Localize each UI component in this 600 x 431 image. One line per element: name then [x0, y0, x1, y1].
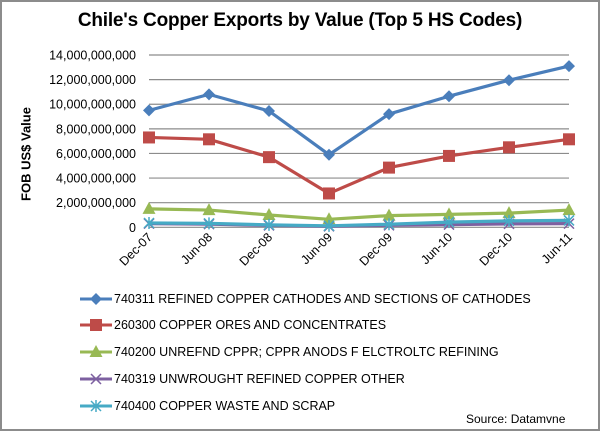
y-tick-label: 8,000,000,000 — [56, 122, 136, 136]
x-axis-tick-labels: Dec-07 Jun-08 Dec-08 Jun-09 Dec-09 Jun-10 Dec-… — [117, 230, 575, 268]
legend-label: 740400 COPPER WASTE AND SCRAP — [114, 399, 336, 413]
x-tick-label: Jun-08 — [178, 230, 215, 267]
x-tick-label: Jun-11 — [539, 230, 575, 266]
series-line-0 — [143, 60, 575, 161]
y-axis-title: FOB US$ Value — [18, 107, 34, 201]
y-axis-title-container: FOB US$ Value — [14, 104, 38, 204]
series-line-4 — [143, 214, 575, 232]
x-tick-label: Dec-10 — [477, 230, 515, 268]
x-marker-icon — [80, 373, 112, 385]
diamond-marker-icon — [80, 293, 112, 305]
legend-item-740200: 740200 UNREFND CPPR; CPPR ANODS F ELCTRO… — [80, 342, 499, 362]
legend-item-740311: 740311 REFINED COPPER CATHODES AND SECTI… — [80, 289, 531, 309]
y-tick-label: 0 — [129, 221, 136, 235]
legend-label: 740319 UNWROUGHT REFINED COPPER OTHER — [114, 372, 405, 386]
triangle-marker-icon — [80, 345, 112, 357]
x-tick-label: Dec-08 — [237, 230, 275, 268]
legend-label: 260300 COPPER ORES AND CONCENTRATES — [114, 318, 387, 332]
y-axis-tick-labels: 0 2,000,000,000 4,000,000,000 6,000,000,000… — [49, 49, 136, 235]
legend-label: 740200 UNREFND CPPR; CPPR ANODS F ELCTRO… — [114, 345, 499, 359]
chart-title: Chile's Copper Exports by Value (Top 5 H… — [77, 10, 523, 31]
legend-item-740319: 740319 UNWROUGHT REFINED COPPER OTHER — [80, 369, 405, 389]
y-tick-label: 12,000,000,000 — [49, 73, 136, 87]
legend-item-260300: 260300 COPPER ORES AND CONCENTRATES — [80, 315, 386, 335]
series-line-2 — [142, 201, 576, 225]
star-marker-icon — [80, 400, 112, 412]
y-tick-label: 4,000,000,000 — [56, 172, 136, 186]
x-tick-label: Jun-10 — [418, 230, 455, 267]
legend-item-740400: 740400 COPPER WASTE AND SCRAP — [80, 396, 335, 416]
y-tick-label: 10,000,000,000 — [49, 98, 136, 112]
data-series — [142, 60, 576, 232]
x-tick-label: Dec-09 — [357, 230, 395, 268]
y-tick-label: 6,000,000,000 — [56, 147, 136, 161]
series-line-1 — [143, 131, 575, 200]
y-tick-label: 14,000,000,000 — [49, 49, 136, 63]
x-tick-label: Jun-09 — [298, 230, 335, 267]
gridlines — [149, 54, 569, 228]
square-marker-icon — [80, 319, 112, 331]
legend-label: 740311 REFINED COPPER CATHODES AND SECTI… — [114, 292, 531, 306]
y-tick-label: 2,000,000,000 — [56, 196, 136, 210]
x-tick-label: Dec-07 — [117, 230, 155, 268]
source-note: Source: Datamvne — [466, 412, 566, 426]
